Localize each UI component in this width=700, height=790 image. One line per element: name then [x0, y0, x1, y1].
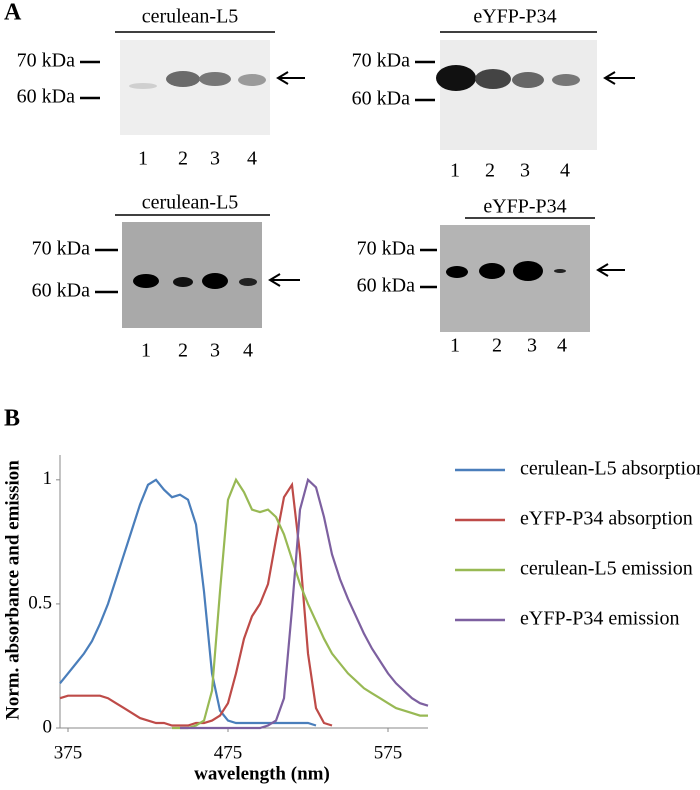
blot-title: cerulean-L5 [142, 192, 239, 214]
lane-label: 3 [527, 335, 537, 357]
arrow-head [603, 71, 616, 85]
band [239, 278, 257, 286]
x-tick-label: 375 [54, 742, 83, 763]
y-tick-label: 0 [43, 716, 53, 737]
lane-label: 4 [247, 148, 257, 170]
size-marker: 60 kDa [352, 88, 410, 110]
size-marker: 70 kDa [17, 50, 75, 72]
series-line [180, 477, 429, 730]
lane-label: 3 [520, 160, 530, 182]
blot-image [440, 225, 590, 332]
legend-label: eYFP-P34 emission [520, 608, 679, 630]
band [129, 83, 157, 89]
blot-title: eYFP-P34 [473, 6, 556, 28]
band [173, 277, 193, 287]
x-tick-label: 575 [374, 742, 403, 763]
band [202, 273, 228, 289]
lane-label: 4 [560, 160, 570, 182]
series-line [59, 478, 317, 727]
blot-title: eYFP-P34 [483, 196, 566, 218]
size-marker: 60 kDa [32, 280, 90, 302]
series-line [59, 481, 333, 727]
band [513, 261, 543, 281]
band [512, 72, 544, 88]
panel-label: A [4, 0, 22, 26]
band [199, 72, 231, 86]
size-marker: 60 kDa [357, 275, 415, 297]
arrow-head [276, 71, 289, 85]
lane-label: 2 [485, 160, 495, 182]
blot-image [440, 40, 597, 150]
y-tick-label: 0.5 [28, 592, 52, 613]
size-marker: 70 kDa [32, 238, 90, 260]
band [166, 71, 200, 87]
lane-label: 3 [210, 340, 220, 362]
band [446, 266, 468, 278]
lane-label: 4 [243, 340, 253, 362]
lane-label: 3 [210, 148, 220, 170]
lane-label: 2 [178, 148, 188, 170]
band [238, 74, 266, 86]
lane-label: 4 [557, 335, 567, 357]
lane-label: 1 [138, 148, 148, 170]
x-tick-label: 475 [214, 742, 243, 763]
size-marker: 70 kDa [352, 50, 410, 72]
band [554, 269, 566, 273]
lane-label: 2 [492, 335, 502, 357]
band [552, 74, 580, 86]
arrow-head [596, 263, 609, 277]
size-marker: 70 kDa [357, 238, 415, 260]
x-axis-label: wavelength (nm) [194, 763, 330, 784]
legend-label: cerulean-L5 emission [520, 558, 693, 580]
band [475, 69, 511, 89]
y-tick-label: 1 [43, 468, 53, 489]
legend-label: eYFP-P34 absorption [520, 508, 693, 530]
y-axis-label: Norm. absorbance and emission [2, 460, 23, 720]
lane-label: 1 [450, 160, 460, 182]
arrow-head [268, 273, 281, 287]
panel-label: B [4, 406, 20, 432]
lane-label: 1 [141, 340, 151, 362]
band [133, 274, 159, 288]
band [436, 65, 476, 91]
lane-label: 2 [178, 340, 188, 362]
band [479, 263, 505, 279]
lane-label: 1 [450, 335, 460, 357]
size-marker: 60 kDa [17, 86, 75, 108]
blot-title: cerulean-L5 [142, 6, 239, 28]
legend-label: cerulean-L5 absorption [520, 458, 700, 480]
series-line [172, 477, 428, 730]
